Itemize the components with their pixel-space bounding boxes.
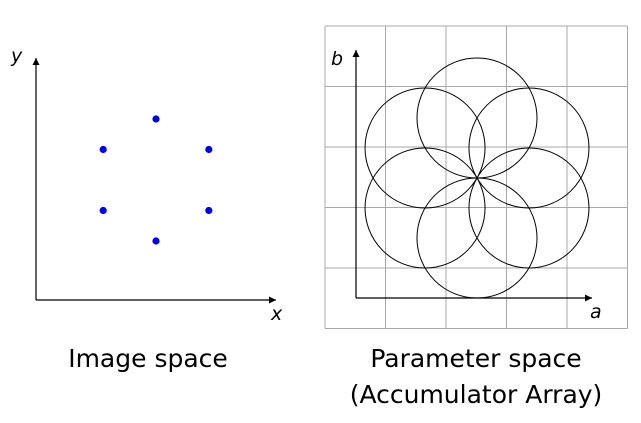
image-point <box>99 206 107 215</box>
image-space-caption: Image space <box>68 344 228 373</box>
image-points <box>99 115 213 245</box>
param-space-caption-line1: Parameter space <box>370 344 581 373</box>
image-x-axis-label: x <box>270 303 283 325</box>
accumulator-circle <box>364 147 486 269</box>
image-point <box>99 145 107 154</box>
accumulator-circles <box>364 57 590 299</box>
param-b-axis-label: b <box>331 48 343 70</box>
param-space-caption-line2: (Accumulator Array) <box>350 380 603 409</box>
accumulator-grid <box>324 25 628 329</box>
param-a-axis-label: a <box>590 301 602 323</box>
image-point <box>205 145 213 154</box>
image-y-axis-label: y <box>10 45 23 67</box>
accumulator-circle <box>364 87 486 209</box>
parameter-space-panel: a b Parameter space (Accumulator Array) <box>324 25 628 409</box>
image-space-panel: x y Image space <box>10 45 283 373</box>
image-point <box>152 115 160 123</box>
image-point <box>205 206 213 215</box>
image-point <box>152 237 160 245</box>
